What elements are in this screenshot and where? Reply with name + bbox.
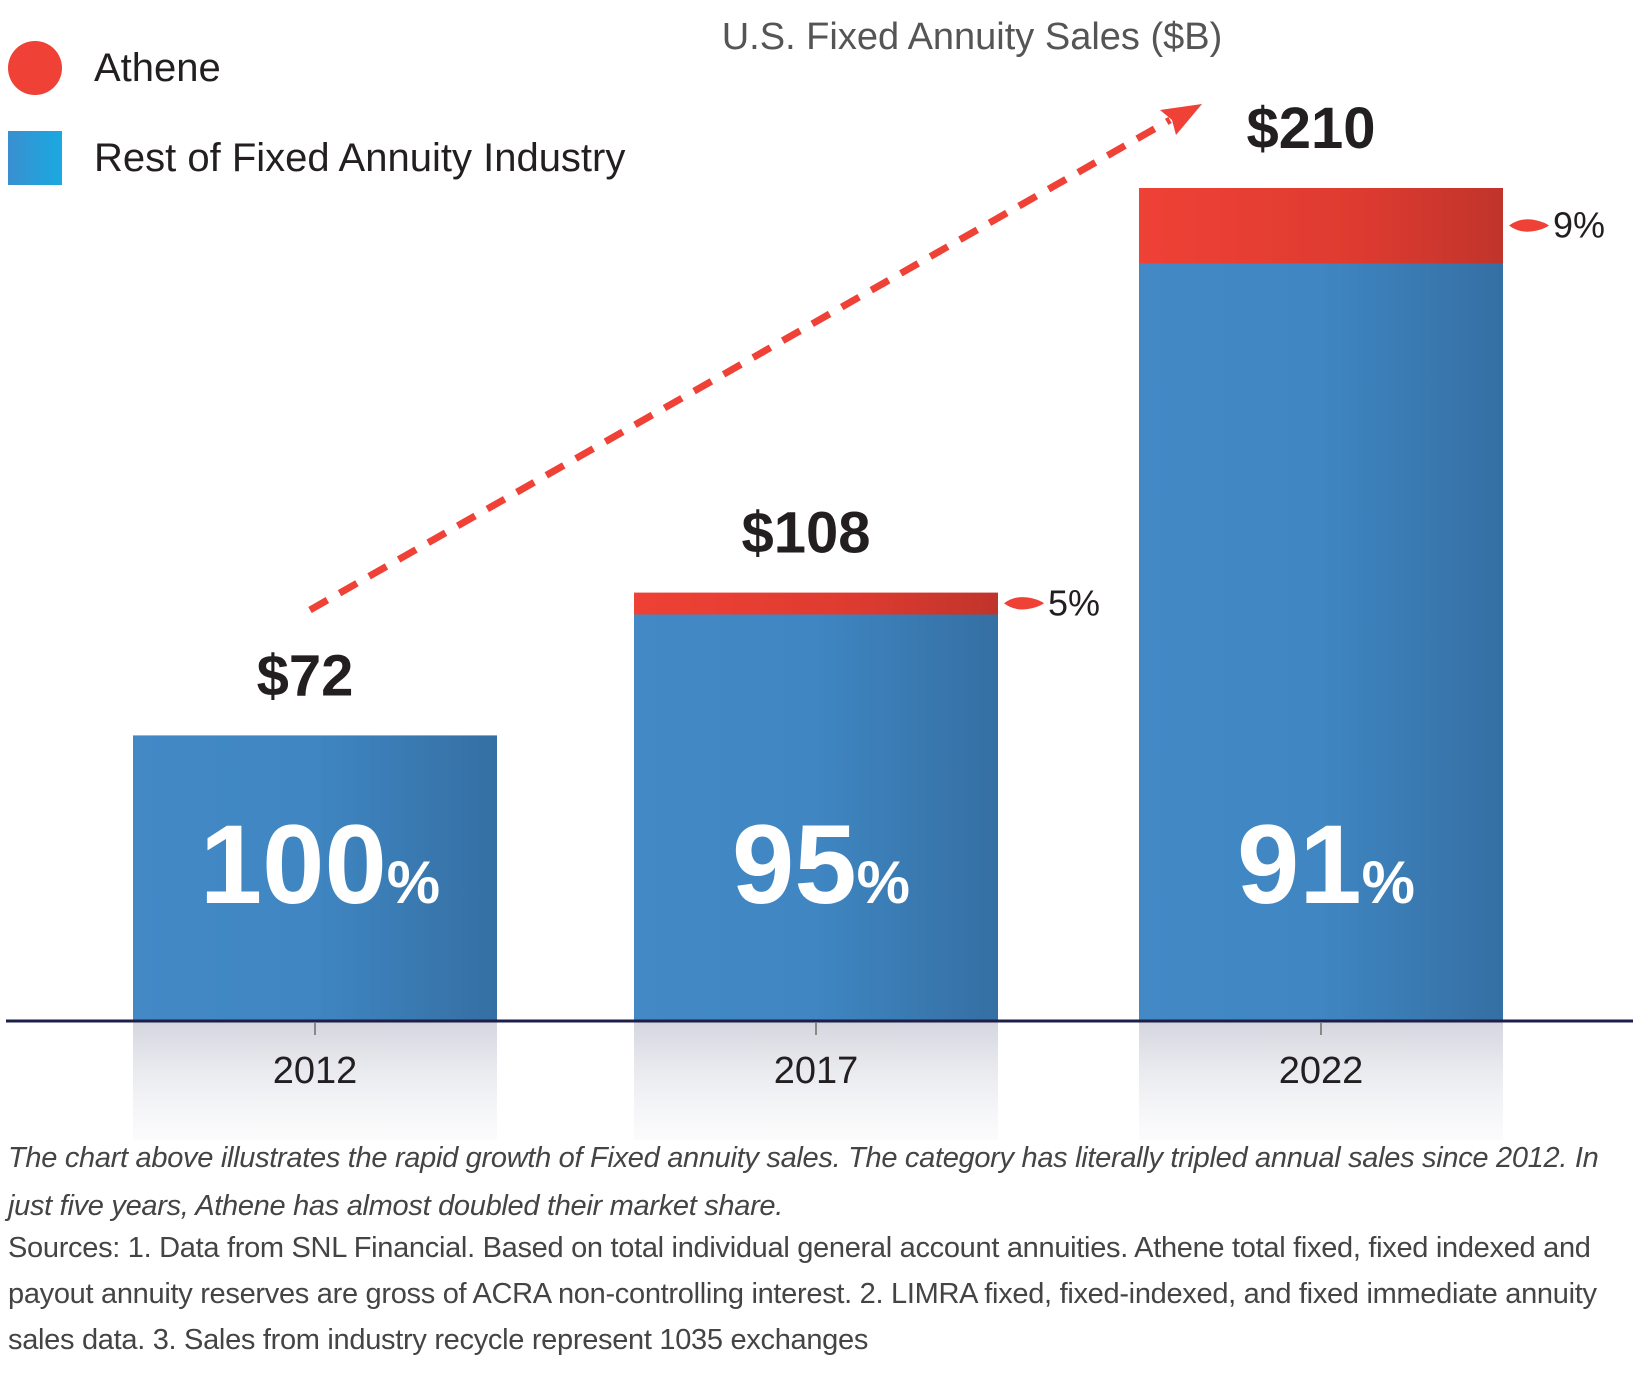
rest-share-label-2022: 91% — [1237, 802, 1415, 927]
trend-arrowhead-icon — [1160, 104, 1202, 135]
total-label-2017: $108 — [741, 501, 870, 566]
x-tick-label-2017: 2017 — [774, 1050, 859, 1092]
total-label-2022: $210 — [1246, 96, 1375, 161]
chart-title: U.S. Fixed Annuity Sales ($B) — [722, 16, 1223, 58]
x-tick-label-2022: 2022 — [1279, 1050, 1364, 1092]
athene-swatch — [8, 41, 62, 95]
legend-rest-label: Rest of Fixed Annuity Industry — [94, 135, 626, 180]
stacked-bar-chart: U.S. Fixed Annuity Sales ($B) $72 100% 201… — [6, 16, 1633, 1140]
rest-share-number: 91 — [1237, 802, 1362, 927]
rest-swatch — [8, 131, 62, 185]
athene-pointer-icon — [1004, 597, 1044, 610]
legend-athene: Athene — [8, 41, 221, 95]
bar-shadow — [1139, 1021, 1503, 1140]
athene-share-label-2017: 5% — [1048, 582, 1100, 623]
bar-shadow — [133, 1021, 497, 1140]
rest-share-unit: % — [1362, 849, 1415, 916]
bar-rest-2022 — [1139, 262, 1503, 1022]
total-label-2012: $72 — [257, 643, 354, 708]
trend-arrow-line — [308, 116, 1172, 614]
bar-rest-2017 — [634, 614, 998, 1021]
rest-share-number: 100 — [200, 802, 387, 927]
bar-shadow — [634, 1021, 998, 1140]
bar-athene-2022 — [1139, 188, 1503, 264]
athene-share-label-2022: 9% — [1553, 204, 1605, 245]
bar-rest-2012 — [133, 735, 497, 1021]
rest-share-unit: % — [387, 849, 440, 916]
rest-share-label-2012: 100% — [200, 802, 440, 927]
legend-rest: Rest of Fixed Annuity Industry — [8, 131, 625, 185]
x-tick-label-2012: 2012 — [273, 1050, 358, 1092]
bar-athene-2017 — [634, 592, 998, 615]
rest-share-unit: % — [857, 849, 910, 916]
sources-note: Sources: 1. Data from SNL Financial. Bas… — [8, 1232, 1597, 1356]
rest-share-label-2017: 95% — [732, 802, 910, 927]
legend-athene-label: Athene — [94, 45, 221, 90]
chart-caption: The chart above illustrates the rapid gr… — [8, 1142, 1599, 1222]
athene-pointer-icon — [1509, 219, 1549, 232]
rest-share-number: 95 — [732, 802, 857, 927]
